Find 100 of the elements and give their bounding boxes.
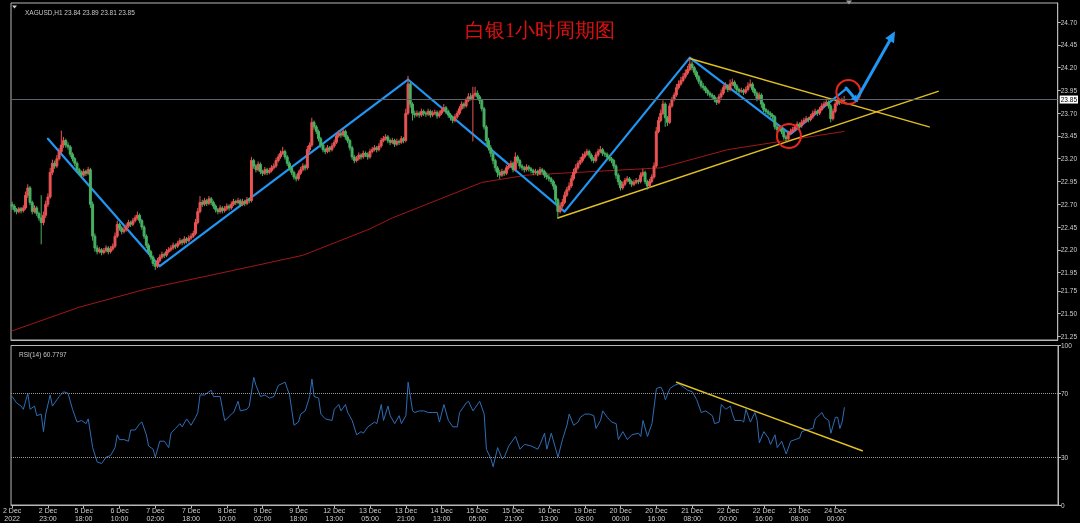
candlestick — [820, 102, 824, 112]
candlestick — [279, 150, 282, 160]
candlestick — [793, 123, 797, 132]
candlestick — [258, 161, 262, 175]
candlestick — [475, 89, 479, 101]
candlestick — [784, 134, 788, 142]
candlestick — [695, 69, 698, 81]
candlestick — [109, 245, 112, 254]
candlestick — [68, 144, 72, 158]
candlestick — [294, 173, 298, 183]
candlestick — [786, 130, 790, 142]
text: 白银1小时周期图 — [465, 19, 615, 41]
candlestick — [829, 103, 833, 123]
candlestick — [402, 136, 405, 144]
candlestick — [596, 148, 600, 158]
candlestick — [310, 117, 314, 148]
candlestick — [80, 170, 83, 179]
candlestick — [578, 156, 582, 166]
candlestick — [603, 150, 607, 158]
candlestick — [296, 170, 300, 182]
candlestick — [124, 222, 128, 233]
candlestick — [576, 160, 580, 171]
candlestick — [328, 145, 332, 153]
candlestick — [285, 154, 289, 167]
candlestick — [648, 178, 651, 189]
candlestick — [536, 169, 540, 177]
candlestick — [164, 248, 168, 258]
candlestick — [782, 129, 786, 141]
candlestick — [773, 114, 777, 131]
candlestick — [601, 147, 605, 157]
candlestick — [639, 171, 643, 184]
candlestick — [223, 205, 227, 213]
candlestick — [558, 201, 562, 214]
candlestick — [469, 92, 473, 101]
candlestick — [440, 107, 443, 116]
candlestick — [326, 144, 329, 154]
candlestick — [699, 79, 703, 90]
candlestick — [368, 148, 372, 160]
candlestick — [238, 198, 242, 208]
candlestick — [203, 197, 206, 207]
candlestick — [683, 68, 687, 80]
candlestick — [232, 198, 235, 207]
candlestick — [735, 83, 739, 93]
candlestick — [158, 253, 162, 264]
candlestick — [471, 86, 475, 142]
candlestick — [504, 164, 508, 176]
candlestick — [750, 81, 754, 93]
candlestick — [129, 220, 133, 228]
candlestick — [581, 152, 584, 163]
candlestick — [525, 163, 528, 172]
candlestick — [364, 150, 367, 158]
candlestick — [379, 137, 383, 149]
candlestick — [312, 119, 316, 131]
candlestick — [131, 217, 135, 227]
candlestick — [373, 144, 376, 152]
candlestick — [292, 170, 296, 181]
candlestick — [377, 142, 381, 152]
candlestick — [330, 142, 334, 152]
candlestick — [243, 199, 247, 207]
candlestick — [133, 214, 137, 224]
candlestick — [156, 257, 159, 269]
candlestick — [719, 89, 723, 100]
candlestick — [583, 150, 587, 160]
candlestick — [214, 203, 218, 213]
candlestick — [205, 198, 209, 207]
candlestick — [746, 81, 750, 92]
candlestick — [375, 145, 379, 153]
candlestick — [216, 207, 220, 215]
candlestick — [343, 129, 347, 141]
candlestick — [182, 235, 186, 245]
candlestick — [249, 156, 253, 203]
candlestick — [151, 254, 155, 267]
candlestick — [256, 160, 260, 172]
candlestick — [594, 151, 598, 163]
candlestick — [366, 151, 370, 161]
candlestick — [305, 145, 309, 171]
candlestick — [513, 151, 517, 172]
candlestick — [176, 240, 180, 249]
line-series — [11, 130, 845, 332]
candlestick — [252, 158, 256, 170]
line-series — [11, 376, 845, 468]
candlestick — [118, 222, 121, 232]
candlestick — [748, 79, 752, 89]
candlestick — [800, 119, 804, 129]
candlestick — [623, 177, 627, 187]
candlestick — [589, 152, 593, 162]
candlestick — [39, 194, 43, 245]
candlestick — [75, 160, 79, 173]
candlestick — [733, 79, 736, 90]
candlestick — [605, 151, 609, 161]
candlestick — [455, 109, 459, 120]
candlestick — [704, 85, 707, 94]
candlestick — [518, 158, 522, 170]
candlestick — [811, 109, 815, 120]
candlestick — [464, 97, 468, 109]
candlestick — [449, 112, 452, 121]
candlestick — [542, 169, 546, 179]
candlestick — [241, 198, 244, 207]
candlestick — [274, 157, 278, 169]
candlestick — [681, 72, 685, 83]
